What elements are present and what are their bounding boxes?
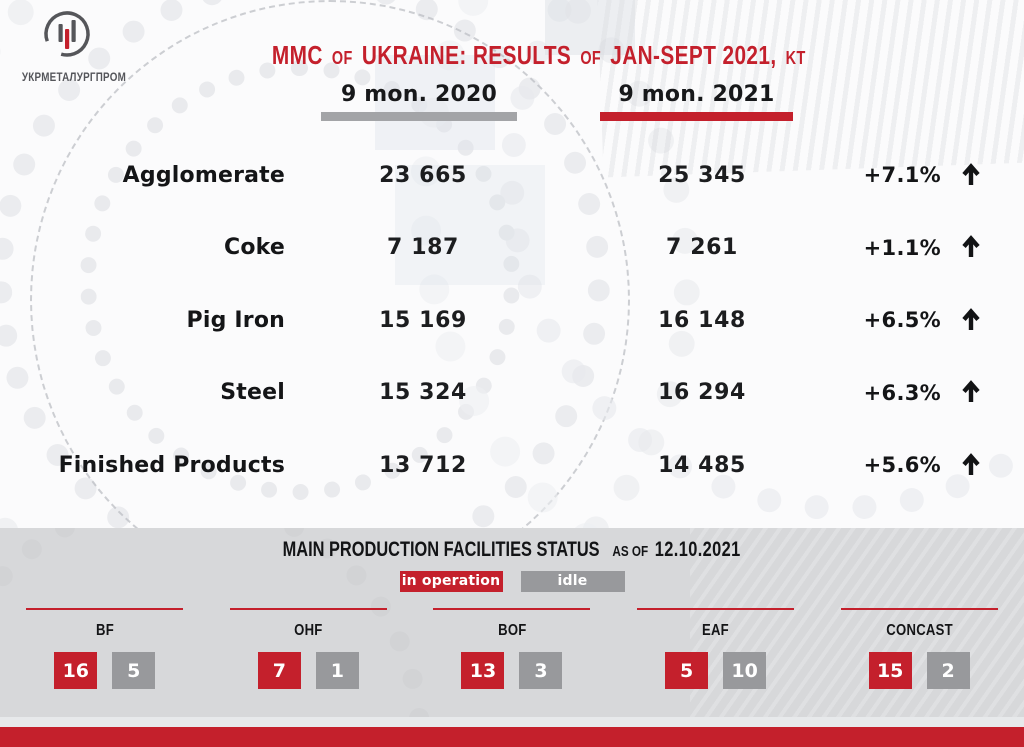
- row-label: Agglomerate: [122, 162, 285, 188]
- legend-idle: idle: [520, 571, 625, 592]
- facility-group-ohf: OHF 7 1: [207, 608, 411, 689]
- group-divider-line: [840, 608, 998, 610]
- facilities-section: MAIN PRODUCTION FACILITIES STATUS AS OF …: [0, 528, 1024, 717]
- value-2021: 14 485: [658, 452, 746, 478]
- title-segment: KT: [786, 48, 807, 68]
- in-operation-count: 15: [868, 652, 912, 689]
- facility-group-concast: CONCAST 15 2: [817, 608, 1021, 689]
- value-2020: 15 169: [379, 307, 467, 333]
- logo-text: УКРМЕТАЛУРГПРОМ: [21, 70, 127, 84]
- facility-name: BOF: [497, 622, 527, 639]
- section-title: MAIN PRODUCTION FACILITIES STATUS AS OF …: [0, 538, 1024, 562]
- facility-group-bf: BF 16 5: [3, 608, 207, 689]
- footer-light-strip: [0, 717, 1024, 727]
- in-operation-count: 5: [665, 652, 709, 689]
- in-operation-count: 16: [54, 652, 98, 689]
- footer-red-bar: [0, 727, 1024, 747]
- column-header-2021: 9 mon. 2021: [600, 82, 793, 121]
- idle-count: 2: [926, 652, 970, 689]
- status-legend: in operation idle: [0, 571, 1024, 592]
- legend-in-operation: in operation: [399, 571, 503, 592]
- change-percent: +6.5%: [863, 308, 941, 333]
- table-row: Finished Products 13 712 14 485 +5.6%: [0, 429, 1024, 502]
- facility-name: BF: [95, 622, 114, 639]
- title-segment: MMC: [272, 40, 324, 70]
- group-divider-line: [229, 608, 387, 610]
- column-header-2020: 9 mon. 2020: [321, 82, 517, 121]
- ukrmetalurgprom-logo-icon: [44, 11, 90, 57]
- title-segment: UKRAINE: RESULTS: [362, 40, 572, 70]
- page-title: MMC OF UKRAINE: RESULTS OF JAN-SEPT 2021…: [56, 34, 1024, 72]
- row-label: Finished Products: [58, 452, 285, 478]
- value-2020: 13 712: [379, 452, 467, 478]
- change-percent: +7.1%: [863, 163, 941, 188]
- facility-groups: BF 16 5 OHF 7 1 BOF 13 3: [3, 608, 1021, 689]
- row-label: Coke: [223, 235, 285, 261]
- value-2021: 7 261: [666, 235, 738, 261]
- change-percent: +6.3%: [863, 380, 941, 405]
- in-operation-count: 7: [257, 652, 301, 689]
- table-row: Coke 7 187 7 261 +1.1%: [0, 212, 1024, 285]
- idle-count: 10: [723, 652, 767, 689]
- value-2021: 16 148: [658, 307, 746, 333]
- change-percent: +5.6%: [863, 453, 941, 478]
- title-segment: JAN-SEPT 2021,: [610, 40, 777, 70]
- facility-name: CONCAST: [885, 622, 953, 639]
- section-title-text: MAIN PRODUCTION FACILITIES STATUS: [282, 538, 600, 561]
- idle-count: 3: [519, 652, 563, 689]
- value-2020: 7 187: [387, 235, 459, 261]
- group-divider-line: [637, 608, 795, 610]
- title-segment: OF: [580, 48, 602, 68]
- value-2021: 16 294: [658, 380, 746, 406]
- up-arrow-icon: [941, 232, 1001, 263]
- table-row: Pig Iron 15 169 16 148 +6.5%: [0, 284, 1024, 357]
- value-2020: 23 665: [379, 162, 467, 188]
- table-row: Steel 15 324 16 294 +6.3%: [0, 357, 1024, 430]
- in-operation-count: 13: [461, 652, 505, 689]
- column-header-label: 9 mon. 2020: [340, 82, 498, 107]
- facility-group-eaf: EAF 5 10: [614, 608, 818, 689]
- group-divider-line: [26, 608, 184, 610]
- column-underline-2021: [600, 112, 793, 121]
- value-2020: 15 324: [379, 380, 467, 406]
- group-divider-line: [433, 608, 591, 610]
- row-label: Pig Iron: [186, 307, 285, 333]
- column-header-label: 9 mon. 2021: [618, 82, 775, 107]
- idle-count: 5: [112, 652, 156, 689]
- up-arrow-icon: [941, 160, 1001, 191]
- facility-name: OHF: [294, 622, 323, 639]
- row-label: Steel: [220, 380, 285, 406]
- column-underline-2020: [321, 112, 517, 121]
- as-of-label: AS OF: [612, 543, 649, 560]
- up-arrow-icon: [941, 305, 1001, 336]
- as-of-date: 12.10.2021: [655, 538, 742, 561]
- results-table: Agglomerate 23 665 25 345 +7.1% Coke 7 1…: [0, 139, 1024, 502]
- idle-count: 1: [315, 652, 359, 689]
- title-segment: OF: [332, 48, 354, 68]
- up-arrow-icon: [941, 377, 1001, 408]
- change-percent: +1.1%: [863, 235, 941, 260]
- facility-name: EAF: [702, 622, 730, 639]
- facility-group-bof: BOF 13 3: [410, 608, 614, 689]
- table-row: Agglomerate 23 665 25 345 +7.1%: [0, 139, 1024, 212]
- up-arrow-icon: [941, 450, 1001, 481]
- value-2021: 25 345: [658, 162, 746, 188]
